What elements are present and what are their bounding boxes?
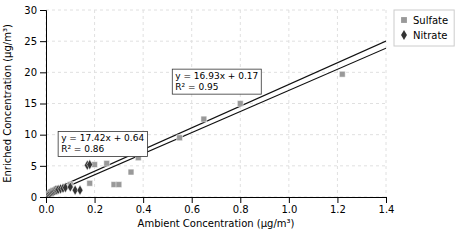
x-tick: 0.8 xyxy=(233,197,249,215)
x-tick-mark xyxy=(289,197,290,203)
x-tick: 1.4 xyxy=(379,197,395,215)
x-tick-label: 0.2 xyxy=(87,204,103,215)
point xyxy=(177,135,183,141)
point xyxy=(87,159,93,169)
series-sulfate xyxy=(48,71,345,197)
x-tick-label: 1.0 xyxy=(281,204,297,215)
annotation-text: y = 17.42x + 0.64 xyxy=(61,133,144,143)
x-tick: 0.0 xyxy=(39,197,55,215)
annotations: y = 17.42x + 0.64R² = 0.86 y = 16.93x + 0… xyxy=(58,69,261,156)
point xyxy=(77,185,83,195)
y-tick-mark xyxy=(40,197,46,198)
x-tick-label: 0.8 xyxy=(233,204,249,215)
y-tick-label: 5 xyxy=(31,161,37,172)
y-tick-mark xyxy=(40,104,46,105)
marks xyxy=(46,41,386,197)
y-tick-mark xyxy=(40,135,46,136)
y-tick-label: 15 xyxy=(24,98,37,109)
x-tick: 1.2 xyxy=(330,197,346,215)
x-tick: 1.0 xyxy=(281,197,297,215)
y-axis-title: Enriched Concentration (μg/m³) xyxy=(2,24,13,183)
x-tick-label: 0.6 xyxy=(184,204,200,215)
chart: 0.0 0.2 0.4 0.6 0.8 1.0 1.2 1.4 0 5 10 15 20 25 30 y = … xyxy=(0,0,462,231)
y-tick-mark xyxy=(40,166,46,167)
point xyxy=(128,169,134,175)
point xyxy=(237,101,243,107)
regression-line xyxy=(46,48,386,196)
y-tick-mark xyxy=(40,41,46,42)
legend-item: Nitrate xyxy=(401,30,447,41)
grid-line-y xyxy=(46,10,386,11)
legend-box xyxy=(394,10,454,46)
x-tick: 0.2 xyxy=(87,197,103,215)
grid xyxy=(46,10,386,197)
point xyxy=(116,182,122,188)
y-tick: 20 xyxy=(24,67,46,78)
annotation-box xyxy=(58,131,147,156)
y-tick-mark xyxy=(40,72,46,73)
series-nitrate xyxy=(46,159,93,197)
legend: Sulfate Nitrate xyxy=(394,10,454,46)
x-tick-label: 1.2 xyxy=(330,204,346,215)
y-tick-mark xyxy=(40,10,46,11)
x-tick: 0.6 xyxy=(184,197,200,215)
x-tick-mark xyxy=(240,197,241,203)
y-tick-label: 20 xyxy=(24,67,37,78)
x-tick-mark xyxy=(386,197,387,203)
x-axis: 0.0 0.2 0.4 0.6 0.8 1.0 1.2 1.4 xyxy=(39,197,395,215)
x-axis-line xyxy=(47,198,387,204)
y-tick-label: 0 xyxy=(31,192,37,203)
x-tick-mark xyxy=(337,197,338,203)
grid-line-y xyxy=(46,103,386,104)
y-tick: 25 xyxy=(24,36,46,47)
point xyxy=(339,71,345,77)
y-tick: 30 xyxy=(24,5,46,16)
y-tick-label: 30 xyxy=(24,5,37,16)
grid-line-y xyxy=(46,41,386,42)
y-tick: 5 xyxy=(31,161,46,172)
x-tick-mark xyxy=(95,197,96,203)
legend-label: Sulfate xyxy=(413,15,448,26)
y-tick: 15 xyxy=(24,98,46,109)
annotation-text: y = 16.93x + 0.17 xyxy=(175,71,258,81)
point xyxy=(87,180,93,186)
legend-symbol xyxy=(401,30,407,40)
x-tick-label: 0.0 xyxy=(39,204,55,215)
annotation-text: R² = 0.95 xyxy=(175,82,218,92)
x-tick-mark xyxy=(192,197,193,203)
y-tick: 0 xyxy=(31,192,46,203)
x-tick: 0.4 xyxy=(136,197,152,215)
regression-line xyxy=(46,41,386,193)
legend-symbol xyxy=(401,17,407,23)
grid-line-x xyxy=(337,10,338,197)
annotation: y = 17.42x + 0.64R² = 0.86 xyxy=(58,131,147,156)
y-tick-label: 25 xyxy=(24,36,37,47)
y-axis-line xyxy=(40,11,47,198)
point xyxy=(104,160,110,166)
y-tick: 10 xyxy=(24,129,46,140)
x-axis-title: Ambient Concentration (μg/m³) xyxy=(138,218,295,229)
plot-area: 0.0 0.2 0.4 0.6 0.8 1.0 1.2 1.4 0 5 10 15 20 25 30 y = … xyxy=(24,5,394,215)
legend-item: Sulfate xyxy=(401,15,448,26)
y-axis: 0 5 10 15 20 25 30 xyxy=(24,5,46,203)
point xyxy=(201,116,207,122)
y-tick-label: 10 xyxy=(24,129,37,140)
x-tick-label: 1.4 xyxy=(379,204,395,215)
x-tick-mark xyxy=(143,197,144,203)
annotation-text: R² = 0.86 xyxy=(61,144,104,154)
legend-label: Nitrate xyxy=(413,30,448,41)
annotation-box xyxy=(172,69,261,94)
annotation: y = 16.93x + 0.17R² = 0.95 xyxy=(172,69,261,94)
x-tick-label: 0.4 xyxy=(136,204,152,215)
